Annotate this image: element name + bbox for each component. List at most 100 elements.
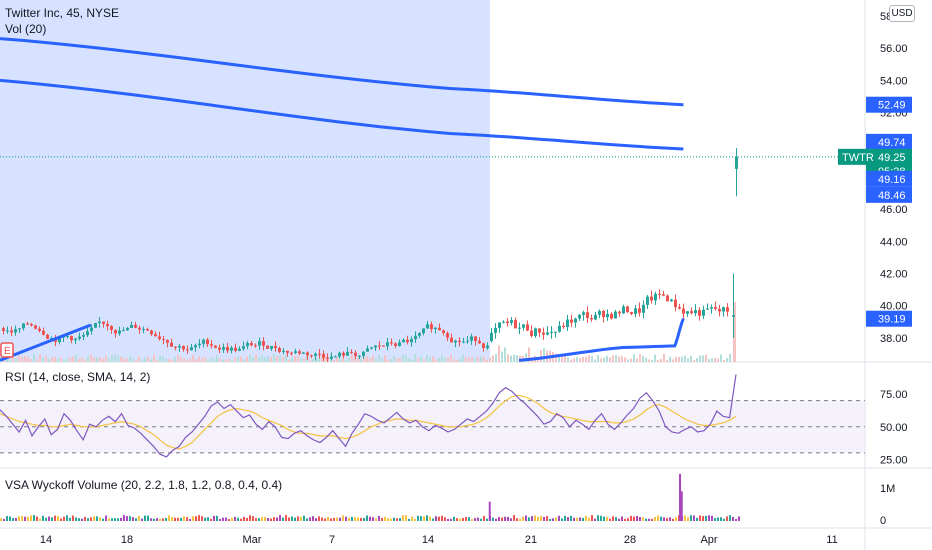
vsa-volume-bar <box>522 516 524 521</box>
price-candle <box>170 342 173 347</box>
price-tag[interactable] <box>866 310 912 327</box>
vsa-volume-bar <box>393 517 395 521</box>
rsi-ma-line[interactable] <box>0 394 737 450</box>
price-candle <box>366 348 369 352</box>
volume-bar <box>132 358 134 362</box>
vsa-volume-bar <box>399 518 401 521</box>
price-tag[interactable] <box>866 133 912 150</box>
price-tag[interactable] <box>866 186 912 203</box>
volume-bar <box>267 356 269 362</box>
price-candle <box>326 357 329 359</box>
rsi-pane[interactable] <box>0 374 865 458</box>
time-axis[interactable]: 14 18 Mar 7 14 21 28 Apr 11 <box>40 534 838 546</box>
volume-bar <box>585 356 587 362</box>
volume-bar <box>60 357 62 362</box>
vsa-volume-bar <box>207 517 209 521</box>
rsi-line[interactable] <box>0 374 737 458</box>
volume-bar <box>210 357 212 362</box>
volume-bar <box>618 356 620 362</box>
vsa-volume-bar <box>549 518 551 521</box>
vsa-volume-bar <box>525 515 527 521</box>
price-candle <box>622 306 625 314</box>
vsa-volume-bar <box>114 518 116 521</box>
price-tag[interactable] <box>866 96 912 113</box>
volume-bar <box>582 357 584 362</box>
volume-bar <box>720 354 722 362</box>
price-candle <box>610 313 613 319</box>
vsa-volume-bar <box>273 517 275 521</box>
price-candle <box>306 352 309 356</box>
price-candle <box>410 339 413 343</box>
volume-bar <box>687 358 689 362</box>
vsa-volume-bar <box>411 516 413 521</box>
price-candle <box>310 355 313 357</box>
vsa-volume-bar <box>624 518 626 521</box>
upper-channel-line[interactable] <box>0 37 684 107</box>
volume-bar <box>171 359 173 362</box>
earnings-marker[interactable] <box>0 342 14 358</box>
volume-bar <box>657 359 659 362</box>
volume-bar <box>615 355 617 362</box>
volume-bar <box>216 355 218 362</box>
ticker-tag[interactable] <box>838 148 872 165</box>
price-candle <box>174 346 177 348</box>
vsa-volume-bar <box>723 518 725 521</box>
volume-bar <box>186 359 188 362</box>
volume-bar <box>78 359 80 362</box>
price-candle <box>362 351 365 356</box>
vsa-volume-pane[interactable] <box>0 473 740 521</box>
price-candle <box>86 331 89 336</box>
volume-bar <box>717 358 719 362</box>
volume-bar <box>450 354 452 362</box>
price-candle <box>526 324 529 331</box>
price-candle <box>638 308 641 313</box>
volume-bar <box>111 354 113 362</box>
price-candle <box>66 336 69 338</box>
price-candle <box>42 330 45 335</box>
vsa-volume-bar <box>120 517 122 521</box>
rsi-legend: RSI (14, close, SMA, 14, 2) <box>5 370 151 384</box>
vsa-volume-bar <box>705 515 707 521</box>
vsa-volume-bar <box>675 517 677 521</box>
volume-bar <box>24 355 26 362</box>
vsa-volume-bar <box>327 516 329 521</box>
price-tag[interactable] <box>866 170 912 187</box>
volume-bar <box>360 359 362 362</box>
volume-bar <box>630 358 632 362</box>
volume-bar <box>699 355 701 362</box>
price-axis[interactable]: 38.0040.0042.0044.0046.0048.0050.0052.00… <box>838 11 912 527</box>
vsa-volume-bar <box>147 515 149 521</box>
vsa-volume-bar <box>111 518 113 521</box>
volume-bar <box>264 356 266 362</box>
volume-bar <box>600 358 602 362</box>
lower-channel-line[interactable] <box>0 78 684 151</box>
vsa-volume-bar <box>435 516 437 521</box>
lower-band-curve[interactable] <box>518 318 685 362</box>
volume-bar <box>147 356 149 362</box>
vsa-volume-bar <box>678 515 680 521</box>
vsa-volume-bar <box>702 516 704 521</box>
price-candle <box>350 351 353 353</box>
vsa-volume-spike <box>488 501 491 521</box>
price-candle <box>234 347 237 351</box>
vsa-volume-bar <box>588 517 590 521</box>
vsa-volume-bar <box>663 517 665 521</box>
volume-bar <box>114 354 116 362</box>
volume-bar <box>666 359 668 362</box>
support-trend-line[interactable] <box>0 323 92 362</box>
price-candle <box>210 344 213 346</box>
vsa-volume-bar <box>87 518 89 521</box>
vsa-volume-bar <box>690 515 692 521</box>
currency-button[interactable]: USD <box>889 5 915 22</box>
volume-bar <box>417 357 419 362</box>
price-candle <box>198 343 201 346</box>
vsa-volume-bar <box>405 515 407 521</box>
vsa-volume-bar <box>639 517 641 521</box>
vsa-volume-bar <box>468 517 470 521</box>
volume-bar <box>165 358 167 362</box>
vsa-volume-bar <box>633 516 635 521</box>
vsa-volume-bar <box>231 517 233 521</box>
price-candle <box>70 336 73 341</box>
